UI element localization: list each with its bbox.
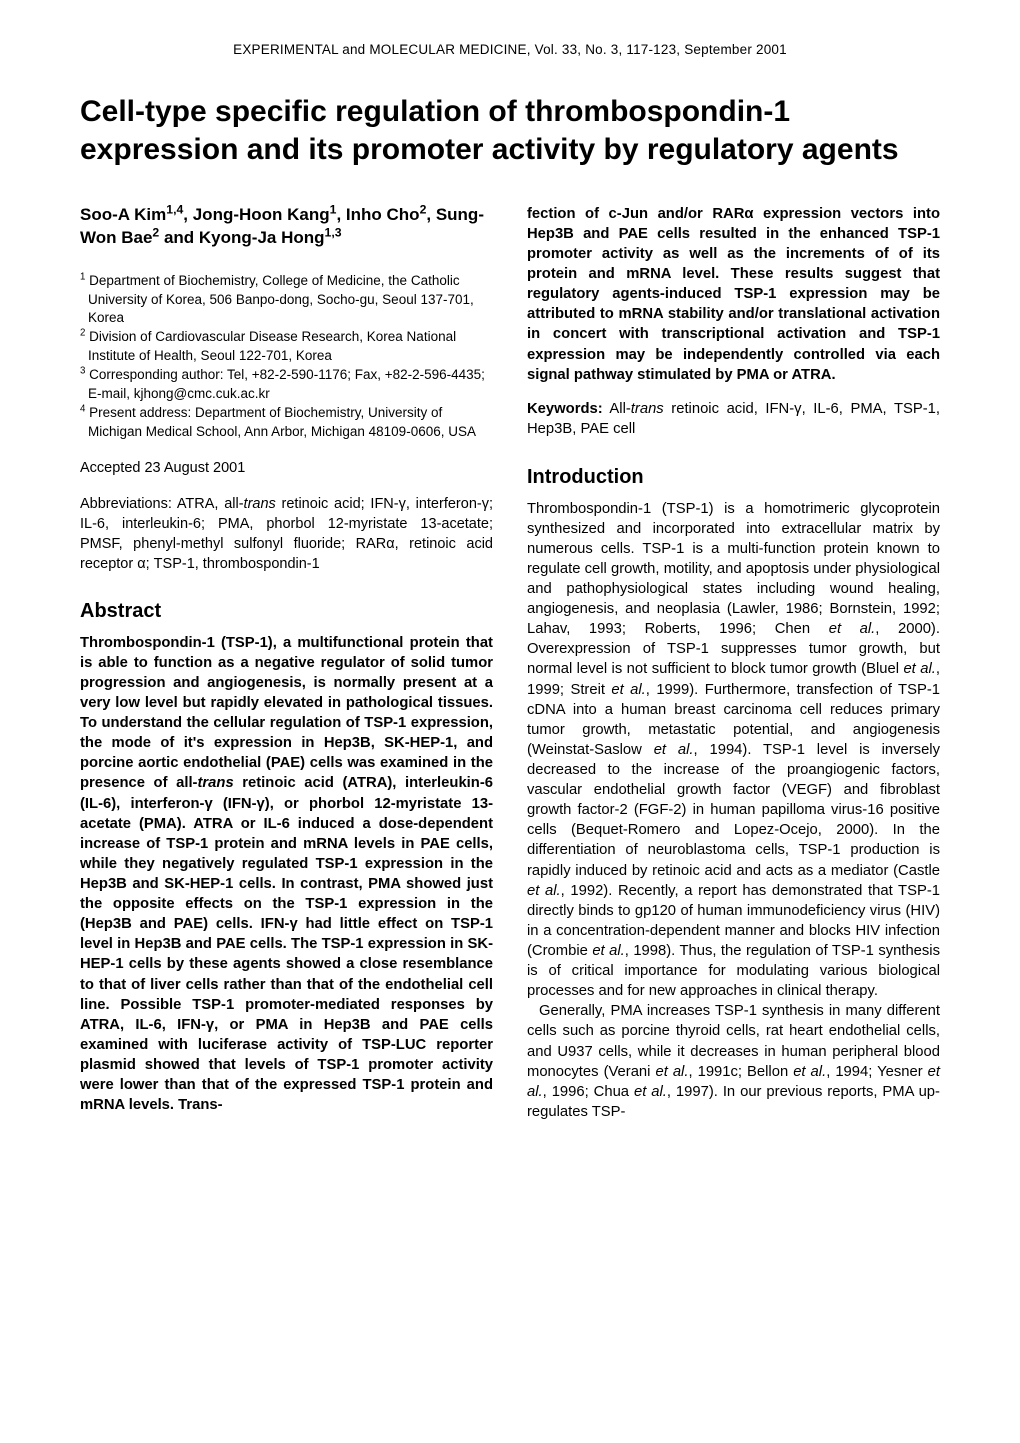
abbreviations: Abbreviations: ATRA, all-trans retinoic … bbox=[80, 494, 493, 574]
affil-sup: 2 bbox=[80, 328, 85, 339]
accepted-date: Accepted 23 August 2001 bbox=[80, 460, 493, 476]
introduction-heading: Introduction bbox=[527, 466, 940, 489]
affil-text: Division of Cardiovascular Disease Resea… bbox=[88, 329, 456, 363]
introduction-body: Thrombospondin-1 (TSP-1) is a homotrimer… bbox=[527, 499, 940, 1122]
running-head: EXPERIMENTAL and MOLECULAR MEDICINE, Vol… bbox=[80, 42, 940, 57]
two-column-layout: Soo-A Kim1,4, Jong-Hoon Kang1, Inho Cho2… bbox=[80, 204, 940, 1122]
intro-paragraph: Thrombospondin-1 (TSP-1) is a homotrimer… bbox=[527, 499, 940, 1002]
abstract-text: Thrombospondin-1 (TSP-1), a multifunctio… bbox=[80, 633, 493, 1116]
affiliation-item: 2 Division of Cardiovascular Disease Res… bbox=[80, 328, 493, 366]
affiliation-item: 3 Corresponding author: Tel, +82-2-590-1… bbox=[80, 366, 493, 404]
intro-paragraph: Generally, PMA increases TSP-1 synthesis… bbox=[527, 1001, 940, 1122]
abstract-heading: Abstract bbox=[80, 600, 493, 623]
affil-text: Department of Biochemistry, College of M… bbox=[88, 273, 474, 326]
affiliations-block: 1 Department of Biochemistry, College of… bbox=[80, 272, 493, 442]
affil-sup: 3 bbox=[80, 366, 85, 377]
affil-sup: 4 bbox=[80, 403, 85, 414]
affil-text: Corresponding author: Tel, +82-2-590-117… bbox=[88, 367, 485, 401]
affiliation-item: 4 Present address: Department of Biochem… bbox=[80, 404, 493, 442]
article-title: Cell-type specific regulation of thrombo… bbox=[80, 93, 940, 170]
authors: Soo-A Kim1,4, Jong-Hoon Kang1, Inho Cho2… bbox=[80, 204, 493, 250]
left-column: Soo-A Kim1,4, Jong-Hoon Kang1, Inho Cho2… bbox=[80, 204, 493, 1122]
right-column: fection of c-Jun and/or RARα expression … bbox=[527, 204, 940, 1122]
keywords-label: Keywords: bbox=[527, 401, 603, 417]
affil-sup: 1 bbox=[80, 271, 85, 282]
affiliation-item: 1 Department of Biochemistry, College of… bbox=[80, 272, 493, 329]
affil-text: Present address: Department of Biochemis… bbox=[88, 405, 476, 439]
keywords-block: Keywords: All-trans retinoic acid, IFN-γ… bbox=[527, 399, 940, 440]
page-root: EXPERIMENTAL and MOLECULAR MEDICINE, Vol… bbox=[0, 0, 1020, 1172]
abstract-continuation: fection of c-Jun and/or RARα expression … bbox=[527, 204, 940, 385]
